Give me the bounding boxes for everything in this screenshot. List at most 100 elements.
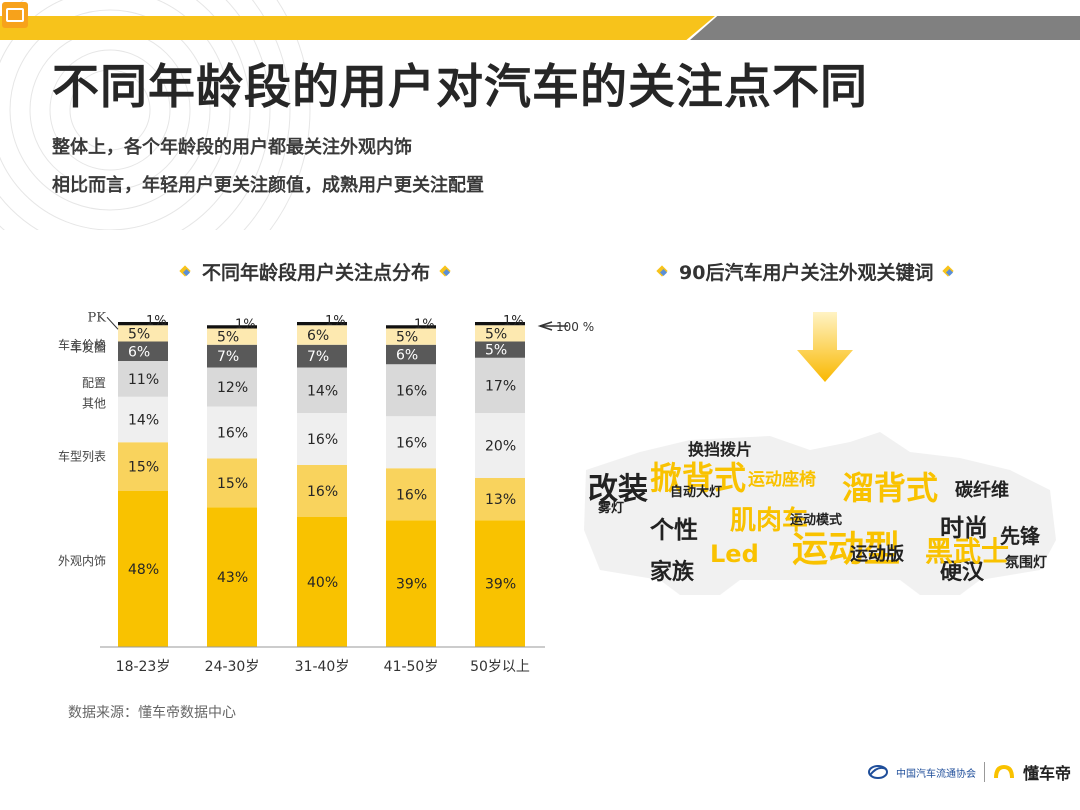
data-label: 43% xyxy=(217,570,248,586)
series-label: 车型列表 xyxy=(58,449,106,464)
x-tick-label: 24-30岁 xyxy=(205,659,260,675)
bar-segment xyxy=(118,341,168,361)
bar-segment xyxy=(475,478,525,521)
series-label: PK xyxy=(88,310,107,325)
data-label: 16% xyxy=(307,484,338,500)
bar-segment xyxy=(118,396,168,443)
bar-segment xyxy=(207,406,257,459)
x-tick-label: 50岁以上 xyxy=(470,659,530,675)
data-label: 7% xyxy=(217,349,239,365)
data-label: 1% xyxy=(414,317,435,332)
bar-segment xyxy=(118,442,168,491)
subtitle-overall: 整体上，各个年龄段的用户都最关注外观内饰 xyxy=(52,137,412,158)
x-tick-label: 41-50岁 xyxy=(384,659,439,675)
bar-segment xyxy=(207,325,257,329)
page-title: 不同年龄段的用户对汽车的关注点不同 xyxy=(52,60,868,115)
data-label: 5% xyxy=(485,343,507,359)
pk-leader-line xyxy=(106,316,119,330)
wordcloud-word: 黑武士 xyxy=(925,535,1010,568)
association-logo-text: 中国汽车流通协会 xyxy=(896,768,976,780)
bar-segment xyxy=(386,468,436,521)
diamond-bullet-icon xyxy=(657,266,669,278)
data-label: 48% xyxy=(128,562,159,578)
data-label: 1% xyxy=(146,314,167,329)
wordcloud-word: 个性 xyxy=(650,516,698,544)
diamond-bullet-icon xyxy=(943,266,955,278)
bar-segment xyxy=(386,325,436,329)
wordcloud-word: 氛围灯 xyxy=(1005,555,1047,571)
comment-icon[interactable] xyxy=(2,2,28,28)
bar-segment xyxy=(386,328,436,345)
wordcloud-word: 运动型 xyxy=(792,529,901,570)
header-accent-bar xyxy=(0,16,715,40)
data-label: 39% xyxy=(485,577,516,593)
data-label: 16% xyxy=(396,487,427,503)
data-label: 40% xyxy=(307,575,338,591)
data-label: 13% xyxy=(485,492,516,508)
diamond-bullet-icon xyxy=(440,266,452,278)
x-tick-label: 18-23岁 xyxy=(116,659,171,675)
series-label: 车主价格 xyxy=(58,337,106,352)
data-label: 15% xyxy=(217,476,248,492)
bar-segment xyxy=(297,465,347,517)
bar-segment xyxy=(475,341,525,358)
data-label: 7% xyxy=(307,349,329,365)
data-label: 1% xyxy=(325,314,346,329)
wordcloud-word: Led xyxy=(710,540,759,568)
data-label: 11% xyxy=(128,372,159,388)
bar-segment xyxy=(207,367,257,407)
data-label: 15% xyxy=(128,460,159,476)
data-label: 14% xyxy=(128,413,159,429)
car-silhouette xyxy=(584,432,1056,595)
data-label: 5% xyxy=(485,326,507,342)
bar-segment xyxy=(297,344,347,368)
bar-segment xyxy=(475,357,525,413)
data-label: 39% xyxy=(396,577,427,593)
bar-segment xyxy=(118,322,168,326)
wordcloud: 改装 掀背式 溜背式 运动型 个性 家族 肌肉车 运动版 时尚 先锋 硬汉 碳纤维 换挡拨片 运动座椅 自动… xyxy=(580,430,1060,600)
data-label: 5% xyxy=(128,326,150,342)
wordcloud-word: 自动大灯 xyxy=(670,485,723,500)
subtitle-comparison: 相比而言，年轻用户更关注颜值，成熟用户更关注配置 xyxy=(52,175,484,196)
wordcloud-word: 运动模式 xyxy=(790,513,843,528)
diamond-bullet-icon xyxy=(180,266,192,278)
series-label: 其他 xyxy=(82,397,106,411)
data-label: 17% xyxy=(485,378,516,394)
series-label: 车友圈 xyxy=(70,340,106,355)
wordcloud-word: 碳纤维 xyxy=(955,480,1009,501)
data-label: 16% xyxy=(396,383,427,399)
bar-segment xyxy=(297,517,347,647)
data-label: 6% xyxy=(128,344,150,360)
wordcloud-section-title-text: 90后汽车用户关注外观关键词 xyxy=(679,262,934,284)
data-label: 12% xyxy=(217,380,248,396)
data-label: 14% xyxy=(307,383,338,399)
data-label: 20% xyxy=(485,439,516,455)
bar-segment xyxy=(207,507,257,647)
wordcloud-word: 先锋 xyxy=(1000,524,1040,548)
wordcloud-word: 改装 xyxy=(588,472,648,507)
bar-segment xyxy=(475,325,525,342)
total-annotation: 100 % xyxy=(556,320,594,334)
data-source: 数据来源：懂车帝数据中心 xyxy=(68,705,236,721)
bar-segment xyxy=(475,413,525,478)
x-tick-label: 31-40岁 xyxy=(295,659,350,675)
footer-logos: 中国汽车流通协会 懂车帝 xyxy=(868,760,1071,784)
series-label: 配置 xyxy=(82,376,106,390)
bar-segment xyxy=(386,520,436,647)
bar-segment xyxy=(386,344,436,365)
data-label: 16% xyxy=(396,435,427,451)
wordcloud-word: 掀背式 xyxy=(650,459,747,497)
total-arrow-icon xyxy=(537,321,553,331)
wordcloud-word: 肌肉车 xyxy=(730,506,809,536)
bar-segment xyxy=(297,367,347,413)
brand-logo-text: 懂车帝 xyxy=(1023,764,1072,783)
series-label: 外观内饰 xyxy=(58,554,106,568)
bar-segment xyxy=(118,491,168,647)
bar-segment xyxy=(207,328,257,345)
bar-segment xyxy=(118,361,168,397)
wordcloud-word: 运动版 xyxy=(850,544,904,565)
wordcloud-word: 运动座椅 xyxy=(748,470,816,490)
bar-segment xyxy=(297,322,347,326)
wordcloud-word: 雾灯 xyxy=(598,501,625,516)
stacked-bar-chart: 48%15%14%11%6%5%1%18-23岁43%15%16%12%7%5%… xyxy=(58,310,594,675)
